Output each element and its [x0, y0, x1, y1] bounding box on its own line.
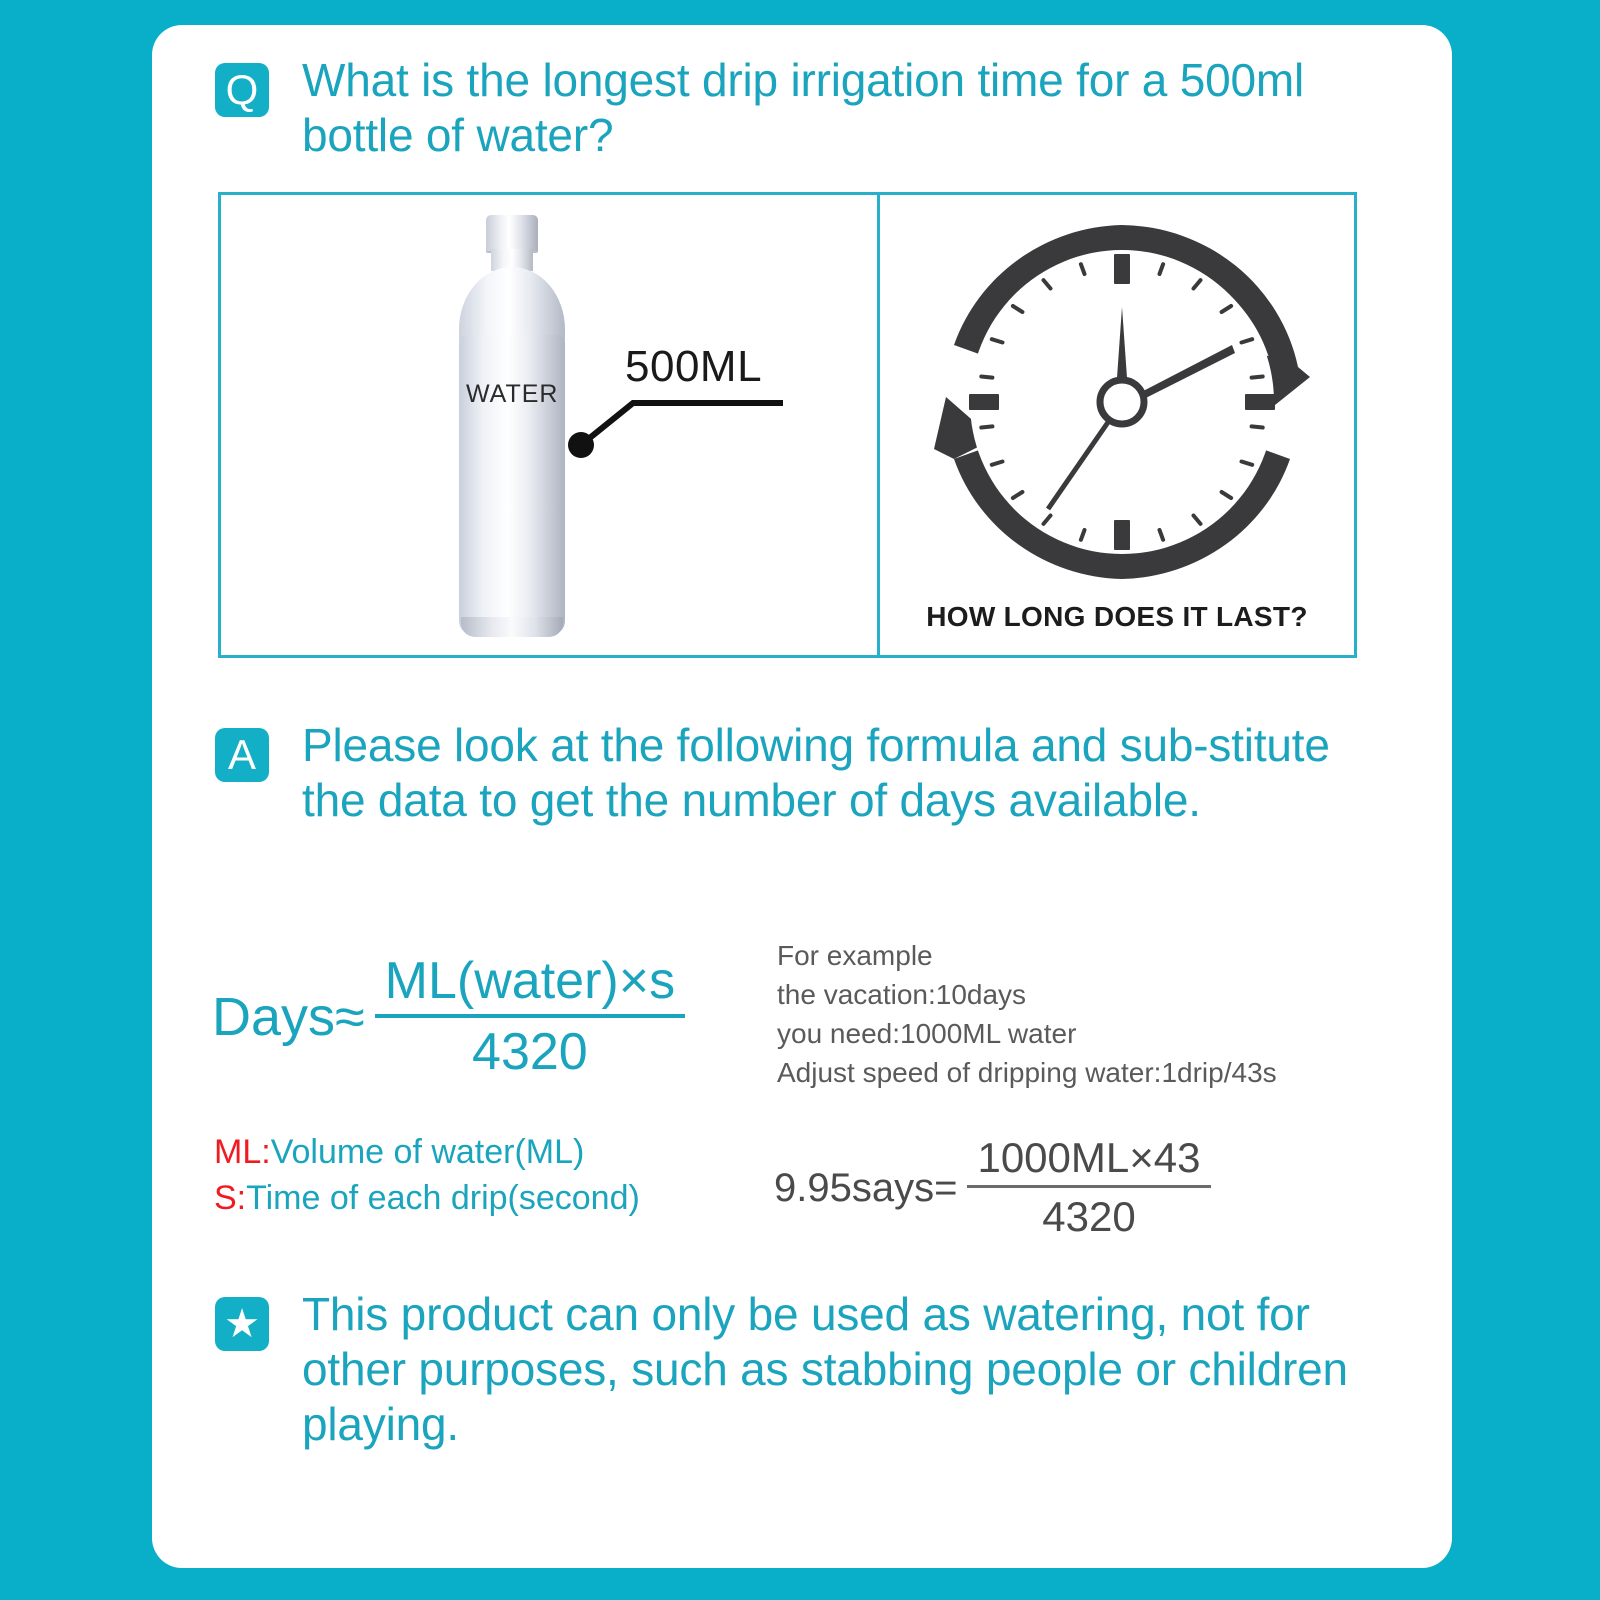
answer-row: A Please look at the following formula a…	[215, 718, 1395, 828]
example-fraction-bar	[967, 1185, 1211, 1189]
answer-text: Please look at the following formula and…	[302, 719, 1330, 827]
question-row: Q What is the longest drip irrigation ti…	[215, 53, 1415, 163]
formula-area: Days≈ ML(water)×s 4320 ML:Volume of wate…	[152, 925, 1452, 1295]
legend-row-s: S:Time of each drip(second)	[214, 1176, 640, 1222]
legend-key-s: S:	[214, 1178, 247, 1217]
water-bottle-illustration	[445, 215, 579, 639]
main-fraction-bar	[374, 1014, 686, 1019]
question-badge-icon: Q	[215, 63, 269, 117]
example-description: For example the vacation:10days you need…	[777, 940, 1277, 1088]
clock-image-panel: HOW LONG DOES IT LAST?	[877, 192, 1357, 658]
example-result-label: 9.95says=	[774, 1165, 958, 1210]
clock-minute-hand	[1122, 345, 1235, 409]
example-formula: 9.95says= 1000ML×43 4320	[774, 1134, 1211, 1241]
warning-text: This product can only be used as waterin…	[302, 1288, 1348, 1451]
bottle-base	[461, 617, 563, 637]
formula-legend: ML:Volume of water(ML) S:Time of each dr…	[214, 1130, 640, 1222]
legend-key-ml: ML:	[214, 1133, 271, 1171]
example-fraction-numerator: 1000ML×43	[977, 1134, 1201, 1181]
legend-desc-s: Time of each drip(second)	[246, 1178, 640, 1217]
legend-row-ml: ML:Volume of water(ML)	[214, 1130, 640, 1176]
warning-row: ★ This product can only be used as water…	[215, 1287, 1405, 1453]
bottle-volume-callout: 500ML	[625, 342, 763, 391]
main-fraction-denominator: 4320	[472, 1023, 588, 1082]
clock-with-rotation-arrows-icon	[934, 225, 1310, 579]
example-fraction: 1000ML×43 4320	[967, 1134, 1211, 1241]
example-fraction-denominator: 4320	[1042, 1193, 1136, 1241]
clock-hour-hand	[1116, 307, 1128, 392]
info-card: Q What is the longest drip irrigation ti…	[152, 25, 1452, 1568]
main-formula: Days≈ ML(water)×s 4320	[212, 952, 686, 1082]
days-label: Days≈	[212, 987, 365, 1048]
main-fraction-numerator: ML(water)×s	[384, 952, 676, 1010]
question-text: What is the longest drip irrigation time…	[302, 54, 1305, 162]
answer-badge-icon: A	[215, 728, 269, 782]
bottle-neck	[491, 249, 533, 271]
bottle-image-panel: WATER 500ML	[218, 192, 882, 658]
bottle-cap	[486, 215, 538, 253]
clock-caption: HOW LONG DOES IT LAST?	[926, 601, 1308, 632]
legend-desc-ml: Volume of water(ML)	[270, 1133, 585, 1171]
main-fraction: ML(water)×s 4320	[374, 952, 686, 1082]
star-icon: ★	[215, 1297, 269, 1351]
bottle-body	[459, 335, 565, 635]
bottle-water-label: WATER	[466, 380, 559, 408]
